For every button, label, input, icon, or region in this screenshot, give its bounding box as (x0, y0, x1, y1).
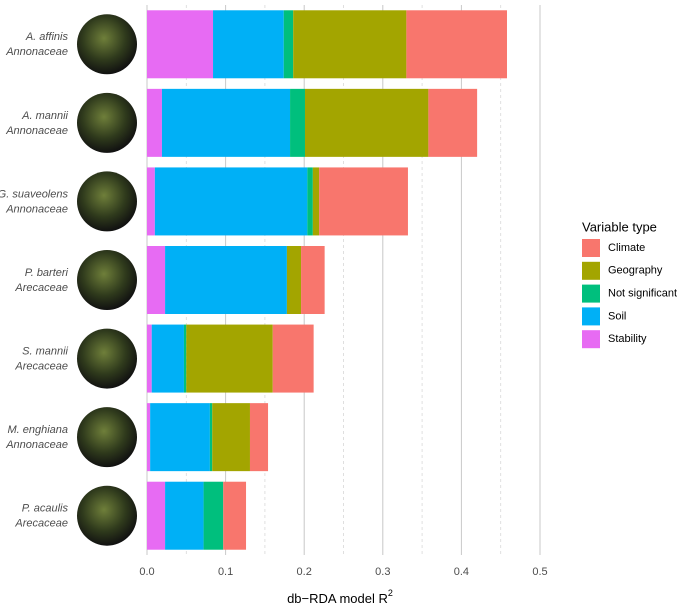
x-tick-label: 0.1 (218, 566, 233, 578)
species-photo (77, 485, 137, 546)
bar-segment (249, 403, 269, 472)
family-label: Annonaceae (5, 203, 68, 215)
bars (147, 10, 507, 550)
legend-label: Stability (608, 333, 647, 345)
legend-label: Geography (608, 265, 663, 277)
species-label: M. enghiana (7, 424, 68, 436)
bar-segment (186, 324, 273, 393)
bar-segment (165, 246, 287, 314)
species-label: P. acaulis (22, 503, 69, 515)
x-tick-label: 0.2 (297, 566, 312, 578)
bar-segment (147, 10, 214, 79)
bar-segment (209, 403, 213, 472)
bar-segment (428, 88, 478, 157)
species-label: S. mannii (22, 345, 68, 357)
bar-segment (147, 481, 166, 550)
bar-segment (312, 167, 320, 236)
bar-segment (150, 403, 210, 472)
x-tick-label: 0.4 (454, 566, 469, 578)
bar-segment (406, 10, 507, 79)
bar-segment (161, 88, 291, 157)
bar-segment (147, 246, 166, 314)
legend-title: Variable type (582, 219, 657, 234)
species-photo (77, 250, 137, 310)
species-photo (77, 171, 137, 232)
legend-label: Not significant (608, 288, 677, 300)
bar-segment (213, 10, 284, 79)
legend-key (582, 307, 600, 326)
species-label: A. mannii (21, 110, 68, 122)
bar-segment (307, 167, 313, 236)
bar-segment (272, 324, 314, 393)
bar-segment (147, 324, 152, 393)
bar-segment (223, 481, 247, 550)
bar-segment (286, 246, 302, 314)
x-tick-label: 0.0 (139, 566, 154, 578)
family-label: Annonaceae (5, 46, 68, 58)
legend-key (582, 330, 600, 349)
species-label: A. affinis (25, 31, 69, 43)
bar-segment (301, 246, 325, 314)
family-label: Arecaceae (14, 518, 68, 530)
bar-segment (147, 403, 151, 472)
species-photo (77, 92, 137, 153)
species-label: G. suaveolens (0, 188, 68, 200)
legend-label: Climate (608, 242, 645, 254)
bar-segment (283, 10, 294, 79)
labels: 0.0 0.1 0.2 0.3 0.4 0.5 A. affinis Annonaceae A.… (0, 14, 548, 578)
family-label: Arecaceae (14, 360, 68, 372)
species-photo (77, 14, 137, 75)
x-axis-title-text: db−RDA model R (287, 591, 388, 606)
species-label: P. barteri (25, 267, 69, 279)
species-photo (77, 407, 137, 468)
x-axis-title: db−RDA model R2 (287, 588, 393, 606)
x-tick-label: 0.3 (375, 566, 390, 578)
bar-segment (147, 167, 155, 236)
bar-segment (154, 167, 308, 236)
legend-key (582, 284, 600, 303)
bar-segment (183, 324, 187, 393)
species-photo (77, 328, 137, 389)
bar-segment (151, 324, 184, 393)
bar-segment (203, 481, 224, 550)
x-axis-title-superscript: 2 (388, 588, 393, 598)
bar-segment (304, 88, 429, 157)
family-label: Arecaceae (14, 282, 68, 294)
legend-key (582, 261, 600, 280)
bar-segment (319, 167, 408, 236)
bar-segment (165, 481, 204, 550)
family-label: Annonaceae (5, 125, 68, 137)
bar-segment (212, 403, 250, 472)
legend-label: Soil (608, 310, 626, 322)
bar-segment (293, 10, 407, 79)
bar-segment (290, 88, 305, 157)
family-label: Annonaceae (5, 439, 68, 451)
bar-segment (147, 88, 162, 157)
legend-key (582, 239, 600, 257)
x-tick-label: 0.5 (532, 566, 547, 578)
